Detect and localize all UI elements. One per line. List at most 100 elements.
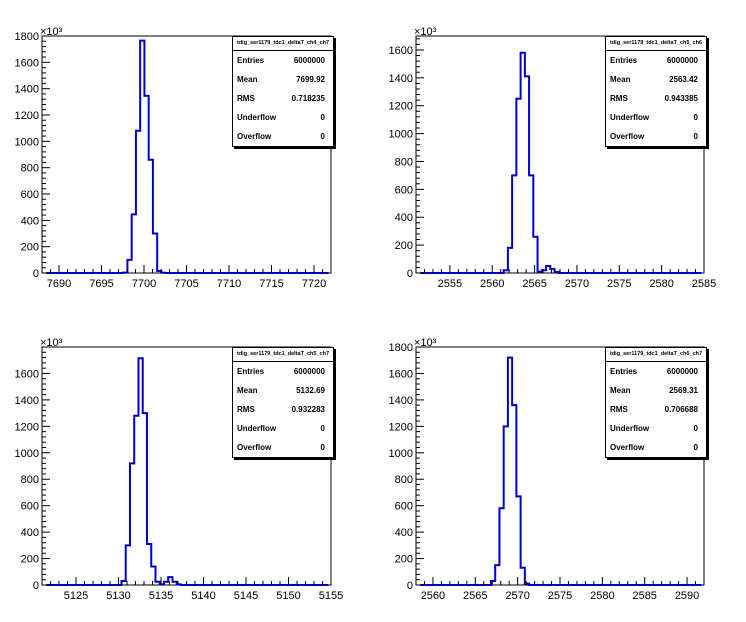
stats-row-underflow: Underflow 0 — [233, 108, 333, 127]
y-tick-label: 1000 — [389, 129, 413, 141]
x-tick-label: 5140 — [191, 590, 215, 602]
stats-box-title: tdig_ser1179_tdc1_deltaT_ch6_ch7 — [606, 348, 706, 362]
stats-row-overflow: Overflow 0 — [233, 127, 333, 146]
y-tick-label: 0 — [407, 268, 413, 280]
y-multiplier-label: ×10³ — [40, 26, 63, 38]
x-tick-label: 2575 — [548, 590, 572, 602]
stats-key: Underflow — [610, 424, 650, 433]
stats-box-title: tdig_ser1179_tdc1_deltaT_ch5_ch7 — [233, 348, 333, 362]
x-tick-label: 5145 — [234, 590, 258, 602]
y-tick-label: 400 — [21, 215, 39, 227]
stats-value: 0 — [693, 113, 698, 122]
stats-key: Entries — [237, 56, 265, 65]
stats-row-entries: Entries 6000000 — [233, 51, 333, 70]
y-tick-label: 600 — [395, 501, 413, 513]
histogram-svg: 2555 2560 2565 2570 2575 2580 2585 0 200 400 600 80… — [389, 26, 717, 290]
stats-box-title: tdig_ser1179_tdc1_deltaT_ch5_ch6 — [606, 37, 706, 51]
stats-value: 7699.92 — [296, 75, 325, 84]
histogram-line — [420, 356, 702, 586]
x-tick-label: 2560 — [421, 590, 445, 602]
x-tick-label: 2565 — [463, 590, 487, 602]
stats-value: 6000000 — [293, 56, 325, 65]
stats-value: 0.706688 — [664, 405, 698, 414]
stats-row-underflow: Underflow 0 — [606, 108, 706, 127]
stats-value: 6000000 — [666, 367, 698, 376]
y-tick-label: 200 — [21, 554, 39, 566]
x-tick-label: 2590 — [675, 590, 699, 602]
stats-value: 0 — [320, 443, 325, 452]
y-tick-label: 600 — [21, 189, 39, 201]
x-tick-label: 7690 — [47, 278, 71, 290]
stats-key: Overflow — [237, 132, 272, 141]
stats-value: 2569.31 — [669, 386, 698, 395]
y-multiplier-label: ×10³ — [414, 337, 437, 349]
x-tick-label: 2565 — [522, 278, 546, 290]
stats-box: tdig_ser1179_tdc1_deltaT_ch4_ch7 Entries 6… — [232, 36, 334, 147]
histogram-pad-ch4-ch7: 7690 7695 7700 7705 7710 7715 7720 0 200 400 600 80… — [2, 26, 351, 303]
y-tick-label: 1800 — [389, 342, 413, 354]
stats-value: 0.943385 — [664, 94, 698, 103]
x-tick-label: 7700 — [132, 278, 156, 290]
stats-value: 0 — [693, 424, 698, 433]
stats-box: tdig_ser1179_tdc1_deltaT_ch6_ch7 Entries 6… — [605, 347, 707, 458]
stats-box-title: tdig_ser1179_tdc1_deltaT_ch4_ch7 — [233, 37, 333, 51]
y-tick-label: 1400 — [15, 395, 39, 407]
x-tick-label: 7695 — [89, 278, 113, 290]
x-tick-label: 7710 — [217, 278, 241, 290]
stats-value: 2563.42 — [669, 75, 698, 84]
y-tick-label: 1400 — [389, 73, 413, 85]
histogram-svg: 2560 2565 2570 2575 2580 2585 2590 0 200 400 600 80… — [389, 337, 705, 602]
stats-key: Underflow — [237, 424, 277, 433]
stats-row-overflow: Overflow 0 — [233, 438, 333, 457]
y-tick-label: 400 — [21, 527, 39, 539]
histogram-pad-ch5-ch6: 2555 2560 2565 2570 2575 2580 2585 0 200 400 600 80… — [376, 26, 724, 303]
y-tick-label: 0 — [33, 580, 39, 592]
stats-box: tdig_ser1179_tdc1_deltaT_ch5_ch6 Entries 6… — [605, 36, 707, 147]
x-tick-label: 2570 — [565, 278, 589, 290]
y-tick-label: 600 — [21, 501, 39, 513]
stats-row-mean: Mean 2563.42 — [606, 70, 706, 89]
x-tick-label: 5125 — [64, 590, 88, 602]
stats-key: Mean — [610, 75, 631, 84]
y-tick-label: 400 — [395, 527, 413, 539]
histogram-svg: 7690 7695 7700 7705 7710 7715 7720 0 200 400 600 80… — [15, 26, 332, 290]
y-tick-label: 1400 — [389, 395, 413, 407]
stats-key: Overflow — [237, 443, 272, 452]
y-tick-label: 800 — [21, 474, 39, 486]
y-tick-label: 1800 — [15, 31, 39, 43]
x-tick-label: 2575 — [607, 278, 631, 290]
stats-row-overflow: Overflow 0 — [606, 438, 706, 457]
y-tick-label: 1600 — [15, 57, 39, 69]
stats-value: 5132.69 — [296, 386, 325, 395]
stats-value: 0.718235 — [291, 94, 325, 103]
y-multiplier-label: ×10³ — [40, 337, 63, 349]
y-tick-label: 800 — [395, 474, 413, 486]
y-tick-label: 1000 — [15, 136, 39, 148]
stats-key: Mean — [237, 75, 258, 84]
stats-row-rms: RMS 0.943385 — [606, 89, 706, 108]
y-tick-label: 1600 — [389, 45, 413, 57]
y-tick-label: 400 — [395, 212, 413, 224]
x-tick-label: 5155 — [319, 590, 343, 602]
stats-key: RMS — [610, 405, 628, 414]
y-multiplier-label: ×10³ — [414, 26, 437, 38]
x-tick-label: 7715 — [259, 278, 283, 290]
x-tick-label: 2555 — [438, 278, 462, 290]
y-tick-label: 200 — [395, 240, 413, 252]
y-tick-label: 200 — [395, 554, 413, 566]
stats-row-entries: Entries 6000000 — [233, 362, 333, 381]
stats-key: Underflow — [610, 113, 650, 122]
x-tick-label: 5130 — [106, 590, 130, 602]
x-tick-label: 2580 — [590, 590, 614, 602]
stats-key: Entries — [237, 367, 265, 376]
y-tick-label: 200 — [21, 242, 39, 254]
stats-row-rms: RMS 0.706688 — [606, 400, 706, 419]
stats-row-underflow: Underflow 0 — [606, 419, 706, 438]
histogram-pad-ch6-ch7: 2560 2565 2570 2575 2580 2585 2590 0 200 400 600 80… — [376, 337, 724, 615]
stats-value: 0 — [693, 443, 698, 452]
histogram-svg: 5125 5130 5135 5140 5145 5150 5155 0 200 400 600 80… — [15, 337, 344, 602]
y-tick-label: 800 — [21, 163, 39, 175]
stats-row-entries: Entries 6000000 — [606, 51, 706, 70]
stats-key: Overflow — [610, 132, 645, 141]
